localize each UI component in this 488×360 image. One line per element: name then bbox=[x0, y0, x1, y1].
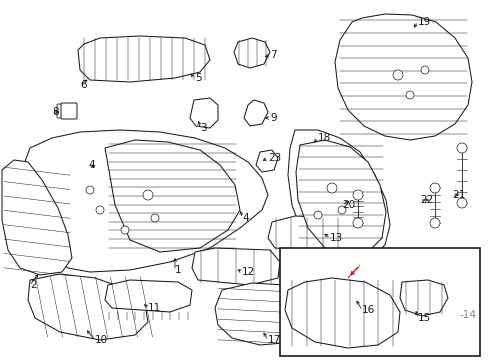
Text: 5: 5 bbox=[195, 73, 201, 83]
Polygon shape bbox=[2, 160, 72, 275]
Text: 8: 8 bbox=[52, 107, 59, 117]
Text: 11: 11 bbox=[148, 303, 161, 313]
Circle shape bbox=[86, 186, 94, 194]
Polygon shape bbox=[295, 140, 385, 255]
Text: 20: 20 bbox=[341, 200, 354, 210]
Circle shape bbox=[352, 218, 362, 228]
Polygon shape bbox=[192, 248, 280, 285]
Polygon shape bbox=[105, 140, 240, 252]
Text: 10: 10 bbox=[95, 335, 108, 345]
Text: 21: 21 bbox=[451, 190, 464, 200]
Text: 23: 23 bbox=[267, 153, 281, 163]
Text: 4: 4 bbox=[242, 213, 248, 223]
Circle shape bbox=[405, 91, 413, 99]
Circle shape bbox=[151, 214, 159, 222]
Polygon shape bbox=[234, 38, 269, 68]
FancyBboxPatch shape bbox=[57, 104, 73, 118]
Text: 7: 7 bbox=[269, 50, 276, 60]
Text: 13: 13 bbox=[329, 233, 343, 243]
Text: 4: 4 bbox=[88, 160, 95, 170]
Circle shape bbox=[352, 190, 362, 200]
Polygon shape bbox=[267, 216, 346, 252]
Polygon shape bbox=[20, 130, 267, 272]
Text: 18: 18 bbox=[317, 133, 330, 143]
Polygon shape bbox=[256, 150, 278, 172]
Circle shape bbox=[121, 226, 129, 234]
Circle shape bbox=[96, 206, 104, 214]
Bar bbox=[280, 248, 479, 356]
FancyBboxPatch shape bbox=[61, 103, 77, 119]
Text: 22: 22 bbox=[419, 195, 432, 205]
Circle shape bbox=[456, 198, 466, 208]
Polygon shape bbox=[285, 278, 399, 348]
Text: 3: 3 bbox=[200, 123, 206, 133]
Circle shape bbox=[429, 183, 439, 193]
Text: 1: 1 bbox=[175, 265, 181, 275]
Text: 2: 2 bbox=[30, 280, 37, 290]
Circle shape bbox=[337, 206, 346, 214]
Circle shape bbox=[456, 143, 466, 153]
Text: 6: 6 bbox=[80, 80, 86, 90]
Polygon shape bbox=[287, 130, 389, 262]
Text: 19: 19 bbox=[417, 17, 430, 27]
Polygon shape bbox=[78, 36, 209, 82]
Circle shape bbox=[142, 190, 153, 200]
Circle shape bbox=[313, 211, 321, 219]
Polygon shape bbox=[190, 98, 218, 128]
Circle shape bbox=[326, 183, 336, 193]
Text: 12: 12 bbox=[242, 267, 255, 277]
Text: 9: 9 bbox=[269, 113, 276, 123]
Polygon shape bbox=[334, 14, 471, 140]
Polygon shape bbox=[215, 283, 317, 345]
Polygon shape bbox=[105, 280, 192, 312]
Text: -14: -14 bbox=[459, 310, 476, 320]
Circle shape bbox=[429, 218, 439, 228]
Polygon shape bbox=[244, 100, 267, 126]
Text: 17: 17 bbox=[267, 335, 281, 345]
Polygon shape bbox=[399, 280, 447, 316]
Text: 16: 16 bbox=[361, 305, 374, 315]
Circle shape bbox=[392, 70, 402, 80]
Polygon shape bbox=[28, 274, 148, 340]
Circle shape bbox=[420, 66, 428, 74]
Text: 15: 15 bbox=[417, 313, 430, 323]
